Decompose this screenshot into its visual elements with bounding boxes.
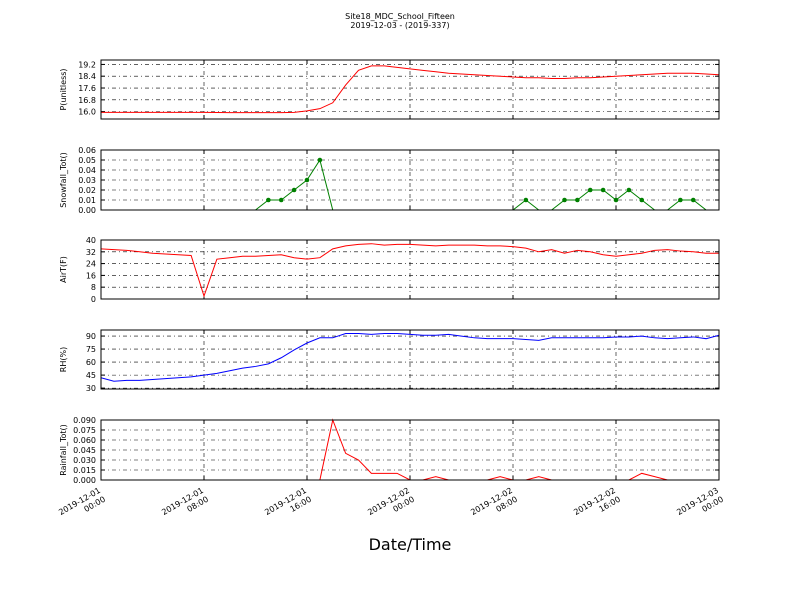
y-axis-label: P(unitless)	[59, 68, 68, 110]
y-tick-label: 24	[86, 260, 96, 269]
data-point	[600, 187, 606, 193]
y-tick-label: 0.03	[78, 176, 96, 185]
data-point	[317, 157, 323, 163]
y-tick-label: 0.045	[73, 446, 96, 455]
y-tick-label: 0.04	[78, 166, 96, 175]
y-tick-label: 0.000	[73, 476, 96, 485]
y-tick-label: 0.01	[78, 196, 96, 205]
y-tick-label: 0	[91, 295, 96, 304]
y-tick-label: 90	[86, 332, 96, 341]
data-point	[613, 197, 619, 203]
y-tick-label: 16	[86, 271, 96, 280]
plot-frame	[100, 419, 720, 481]
x-tick-label: 2019-12-02 16:00	[572, 486, 622, 526]
y-tick-label: 0.090	[73, 416, 96, 425]
data-point	[575, 197, 580, 203]
y-tick-label: 0.030	[73, 456, 96, 465]
data-line	[100, 243, 719, 298]
x-tick-label: 2019-12-02 00:00	[366, 486, 416, 526]
chart-subtitle: 2019-12-03 - (2019-337)	[350, 21, 449, 30]
plot-frame	[100, 329, 720, 390]
y-axis-label: AirT(F)	[59, 256, 68, 283]
y-tick-label: 0.075	[73, 426, 96, 435]
y-tick-label: 32	[86, 248, 96, 257]
y-tick-label: 8	[91, 283, 96, 292]
x-tick-label: 2019-12-01 16:00	[263, 486, 313, 526]
y-tick-label: 0.060	[73, 436, 96, 445]
y-tick-label: 16.8	[78, 96, 96, 105]
y-tick-label: 75	[86, 345, 96, 354]
x-tick-label: 2019-12-01 00:00	[57, 486, 107, 526]
data-line	[100, 332, 720, 382]
data-point	[562, 197, 567, 203]
data-point	[278, 197, 284, 203]
data-point	[690, 197, 696, 203]
data-point	[291, 187, 297, 193]
y-tick-label: 16.0	[78, 108, 96, 117]
data-point	[626, 187, 632, 193]
y-tick-label: 0.015	[73, 466, 96, 475]
y-tick-label: 0.00	[78, 206, 96, 215]
data-line	[101, 65, 720, 114]
x-axis-label: Date/Time	[369, 535, 452, 554]
y-tick-label: 40	[86, 236, 96, 245]
x-tick-label: 2019-12-01 08:00	[160, 486, 210, 526]
y-axis-label: Snowfall_Tot()	[59, 152, 68, 208]
y-tick-label: 60	[86, 358, 96, 367]
y-axis-label: Rainfall_Tot()	[59, 424, 68, 476]
x-tick-label: 2019-12-02 08:00	[469, 486, 519, 526]
y-tick-label: 17.6	[78, 84, 96, 93]
y-tick-label: 0.05	[78, 156, 96, 165]
chart-title: Site18_MDC_School_Fifteen	[345, 12, 455, 21]
y-tick-label: 0.02	[78, 186, 96, 195]
data-point	[266, 197, 271, 203]
data-point	[304, 177, 310, 183]
plot-frame	[100, 59, 720, 120]
data-point	[678, 197, 683, 203]
data-point	[523, 197, 529, 203]
y-tick-label: 19.2	[78, 60, 96, 69]
y-tick-label: 18.4	[78, 72, 96, 81]
data-point	[639, 197, 645, 203]
y-tick-label: 45	[86, 371, 96, 380]
y-tick-label: 0.06	[78, 146, 96, 155]
y-tick-label: 30	[86, 384, 96, 393]
plot-frame	[100, 239, 720, 300]
x-tick-label: 2019-12-03 00:00	[675, 486, 725, 526]
plot-frame	[100, 149, 720, 211]
y-axis-label: RH(%)	[59, 347, 68, 372]
data-point	[587, 187, 593, 193]
